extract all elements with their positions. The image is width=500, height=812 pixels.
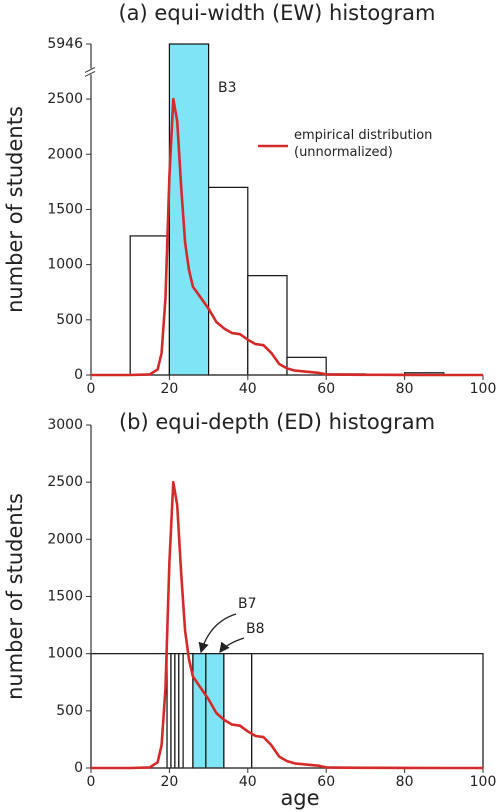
y-tick-label: 5946 [47, 36, 83, 52]
x-tick-label: 100 [470, 381, 497, 397]
y-axis-label: number of students [3, 106, 27, 313]
x-tick-label: 100 [470, 774, 497, 790]
y-tick-label: 2500 [47, 91, 83, 107]
x-tick-label: 60 [317, 381, 335, 397]
arrow [198, 613, 237, 654]
chart-title: (a) equi-width (EW) histogram [118, 1, 435, 25]
x-tick-label: 60 [317, 774, 335, 790]
x-tick-label: 80 [396, 774, 414, 790]
axis-break [84, 71, 96, 77]
chart-title: (b) equi-depth (ED) histogram [119, 410, 435, 434]
axis-break-gap [85, 68, 97, 75]
y-axis-label: number of students [3, 493, 27, 700]
annotation: B8 [246, 621, 265, 637]
axis-break [84, 67, 96, 73]
bar [192, 653, 207, 769]
curve [91, 97, 483, 377]
annotation: B3 [218, 80, 237, 96]
y-tick-label: 500 [56, 703, 83, 719]
y-tick-label: 1500 [47, 589, 83, 605]
annotation: B7 [238, 596, 257, 612]
x-axis-label: age [280, 786, 319, 810]
y-tick-label: 1500 [47, 201, 83, 217]
arrow [219, 637, 245, 654]
bar [223, 653, 253, 769]
x-tick-label: 40 [239, 381, 257, 397]
x-tick-label: 20 [160, 381, 178, 397]
bar [168, 43, 210, 376]
bar [178, 653, 184, 769]
y-tick-label: 1000 [47, 257, 83, 273]
bar [208, 186, 249, 376]
y-tick-label: 3000 [47, 417, 83, 433]
x-tick-label: 0 [87, 381, 96, 397]
y-tick-label: 2000 [47, 531, 83, 547]
x-tick-label: 0 [87, 774, 96, 790]
x-tick-label: 20 [160, 774, 178, 790]
y-tick-label: 0 [74, 367, 83, 383]
x-tick-label: 40 [239, 774, 257, 790]
bar [129, 235, 170, 376]
y-tick-label: 2500 [47, 474, 83, 490]
bar [251, 653, 484, 769]
y-tick-label: 1000 [47, 646, 83, 662]
x-tick-label: 80 [396, 381, 414, 397]
curve [91, 480, 483, 770]
y-tick-label: 0 [74, 760, 83, 776]
bar [247, 275, 288, 376]
bar [90, 653, 168, 769]
y-tick-label: 2000 [47, 146, 83, 162]
legend-label: empirical distribution (unnormalized) [294, 128, 433, 160]
y-tick-label: 500 [56, 312, 83, 328]
legend-box: empirical distribution (unnormalized) [294, 128, 433, 160]
